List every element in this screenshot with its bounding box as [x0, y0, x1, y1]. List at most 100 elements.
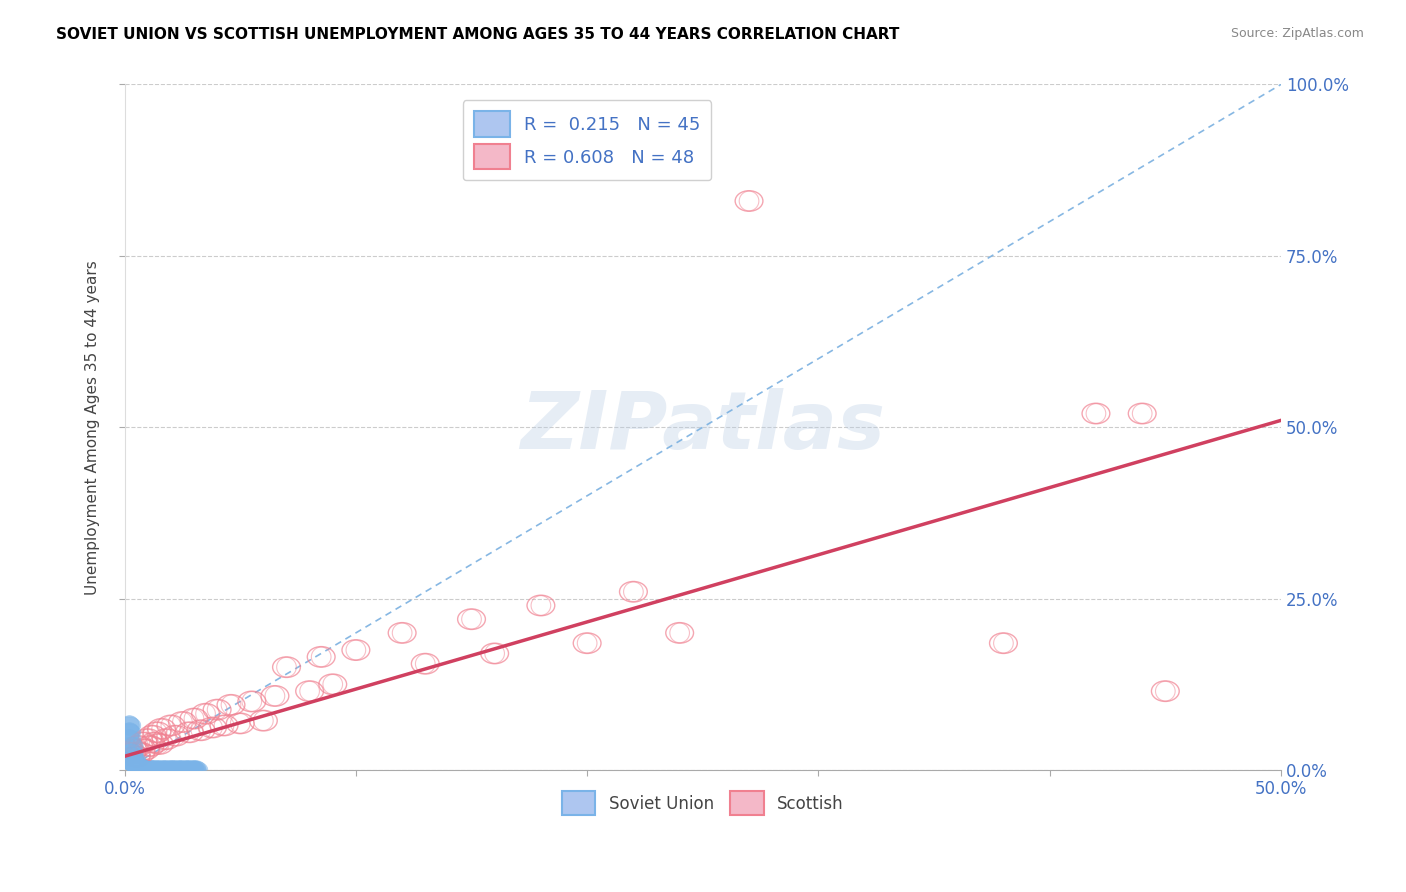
Ellipse shape: [155, 762, 177, 779]
Ellipse shape: [129, 760, 152, 777]
Point: [172, 714, 194, 729]
Point: [179, 763, 201, 777]
Ellipse shape: [148, 762, 172, 779]
Point: [122, 753, 145, 767]
Point: [134, 762, 156, 776]
Point: [205, 703, 228, 717]
Point: [165, 763, 187, 777]
Point: [166, 763, 188, 777]
Point: [121, 746, 143, 760]
Ellipse shape: [127, 759, 150, 777]
Point: [391, 626, 413, 640]
Ellipse shape: [120, 738, 143, 755]
Ellipse shape: [157, 762, 180, 779]
Legend: Soviet Union, Scottish: Soviet Union, Scottish: [554, 783, 852, 823]
Ellipse shape: [122, 755, 145, 772]
Point: [309, 649, 332, 664]
Point: [229, 716, 252, 731]
Point: [219, 698, 242, 712]
Point: [484, 647, 506, 661]
Point: [165, 729, 187, 743]
Ellipse shape: [183, 762, 205, 779]
Point: [738, 194, 761, 208]
Ellipse shape: [169, 762, 191, 779]
Ellipse shape: [127, 758, 150, 775]
Point: [121, 746, 143, 760]
Point: [180, 763, 202, 777]
Point: [146, 725, 169, 739]
Ellipse shape: [118, 731, 141, 747]
Point: [190, 723, 212, 738]
Text: ZIPatlas: ZIPatlas: [520, 388, 886, 467]
Ellipse shape: [173, 762, 197, 779]
Point: [118, 732, 141, 747]
Point: [141, 763, 163, 777]
Point: [132, 762, 155, 776]
Point: [344, 643, 367, 657]
Ellipse shape: [118, 717, 141, 734]
Point: [139, 739, 162, 753]
Ellipse shape: [118, 723, 141, 741]
Point: [157, 763, 180, 777]
Ellipse shape: [136, 762, 159, 779]
Point: [155, 732, 177, 747]
Point: [129, 762, 152, 776]
Point: [127, 761, 149, 775]
Ellipse shape: [122, 753, 145, 771]
Point: [125, 749, 148, 764]
Point: [194, 706, 217, 721]
Point: [1130, 407, 1153, 421]
Point: [127, 759, 149, 773]
Ellipse shape: [159, 762, 183, 779]
Point: [122, 742, 145, 756]
Ellipse shape: [132, 761, 155, 778]
Point: [621, 584, 644, 599]
Point: [143, 735, 166, 749]
Point: [172, 763, 194, 777]
Ellipse shape: [184, 762, 208, 779]
Ellipse shape: [125, 757, 148, 774]
Point: [240, 694, 263, 708]
Point: [160, 718, 183, 732]
Ellipse shape: [120, 747, 143, 764]
Point: [155, 763, 177, 777]
Point: [129, 762, 152, 776]
Ellipse shape: [143, 762, 166, 779]
Ellipse shape: [134, 762, 157, 779]
Ellipse shape: [152, 762, 176, 779]
Point: [146, 763, 169, 777]
Point: [118, 718, 141, 732]
Point: [132, 735, 155, 749]
Ellipse shape: [162, 762, 184, 779]
Ellipse shape: [120, 744, 143, 762]
Point: [668, 626, 690, 640]
Text: SOVIET UNION VS SCOTTISH UNEMPLOYMENT AMONG AGES 35 TO 44 YEARS CORRELATION CHAR: SOVIET UNION VS SCOTTISH UNEMPLOYMENT AM…: [56, 27, 900, 42]
Ellipse shape: [166, 762, 190, 779]
Point: [322, 677, 344, 691]
Point: [148, 737, 170, 751]
Point: [530, 599, 553, 613]
Ellipse shape: [172, 762, 194, 779]
Ellipse shape: [134, 761, 157, 778]
Point: [298, 684, 321, 698]
Point: [176, 763, 198, 777]
Ellipse shape: [141, 762, 165, 779]
Point: [276, 660, 298, 674]
Ellipse shape: [177, 762, 201, 779]
Point: [460, 612, 482, 626]
Ellipse shape: [145, 762, 169, 779]
Ellipse shape: [136, 762, 159, 779]
Point: [162, 763, 184, 777]
Point: [127, 739, 149, 753]
Point: [143, 763, 166, 777]
Ellipse shape: [176, 762, 198, 779]
Point: [264, 689, 287, 703]
Point: [132, 762, 155, 776]
Ellipse shape: [122, 751, 145, 768]
Point: [136, 763, 159, 777]
Y-axis label: Unemployment Among Ages 35 to 44 years: Unemployment Among Ages 35 to 44 years: [86, 260, 100, 595]
Point: [150, 722, 173, 736]
Point: [179, 725, 201, 739]
Point: [129, 746, 152, 760]
Point: [212, 718, 235, 732]
